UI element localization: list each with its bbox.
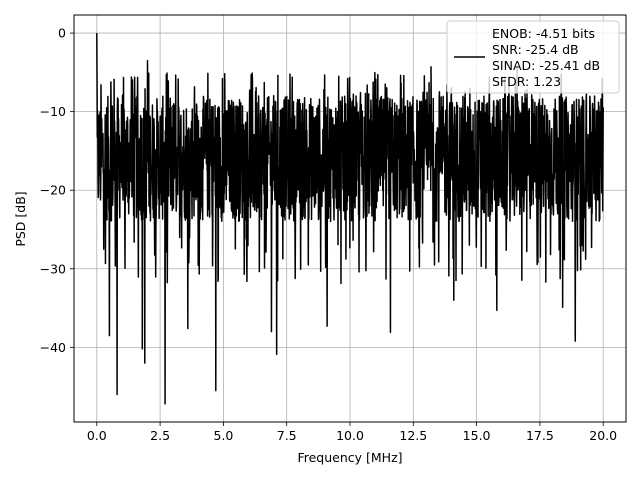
x-tick-label: 2.5 xyxy=(150,428,170,443)
psd-series-line xyxy=(96,33,604,405)
legend-box xyxy=(446,20,620,94)
x-tick-label: 7.5 xyxy=(277,428,297,443)
x-tick-label: 0.0 xyxy=(87,428,107,443)
x-tick-label: 20.0 xyxy=(589,428,617,443)
legend-entry-enob: ENOB: -4.51 bits xyxy=(492,26,595,41)
y-axis-label: PSD [dB] xyxy=(13,191,28,246)
x-tick-label: 15.0 xyxy=(463,428,491,443)
y-tick-label: −40 xyxy=(40,340,66,355)
series-layer xyxy=(96,33,604,405)
y-tick-label: −20 xyxy=(40,183,66,198)
y-tick-label: −10 xyxy=(40,104,66,119)
x-tick-label: 17.5 xyxy=(526,428,554,443)
legend-entry-snr: SNR: -25.4 dB xyxy=(492,42,579,57)
legend-entry-sinad: SINAD: -25.41 dB xyxy=(492,58,600,73)
x-axis-label: Frequency [MHz] xyxy=(297,450,402,465)
y-tick-label: −30 xyxy=(40,261,66,276)
x-tick-label: 10.0 xyxy=(336,428,364,443)
legend: ENOB: -4.51 bits SNR: -25.4 dB SINAD: -2… xyxy=(446,20,620,94)
x-tick-label: 5.0 xyxy=(213,428,233,443)
y-tick-label: 0 xyxy=(58,26,66,41)
axis-ticks: 0.0 2.5 5.0 7.5 10.0 12.5 15.0 17.5 20.0 0 −10 −20 −… xyxy=(40,26,618,443)
legend-entry-sfdr: SFDR: 1.23 xyxy=(492,74,561,89)
x-tick-label: 12.5 xyxy=(399,428,427,443)
